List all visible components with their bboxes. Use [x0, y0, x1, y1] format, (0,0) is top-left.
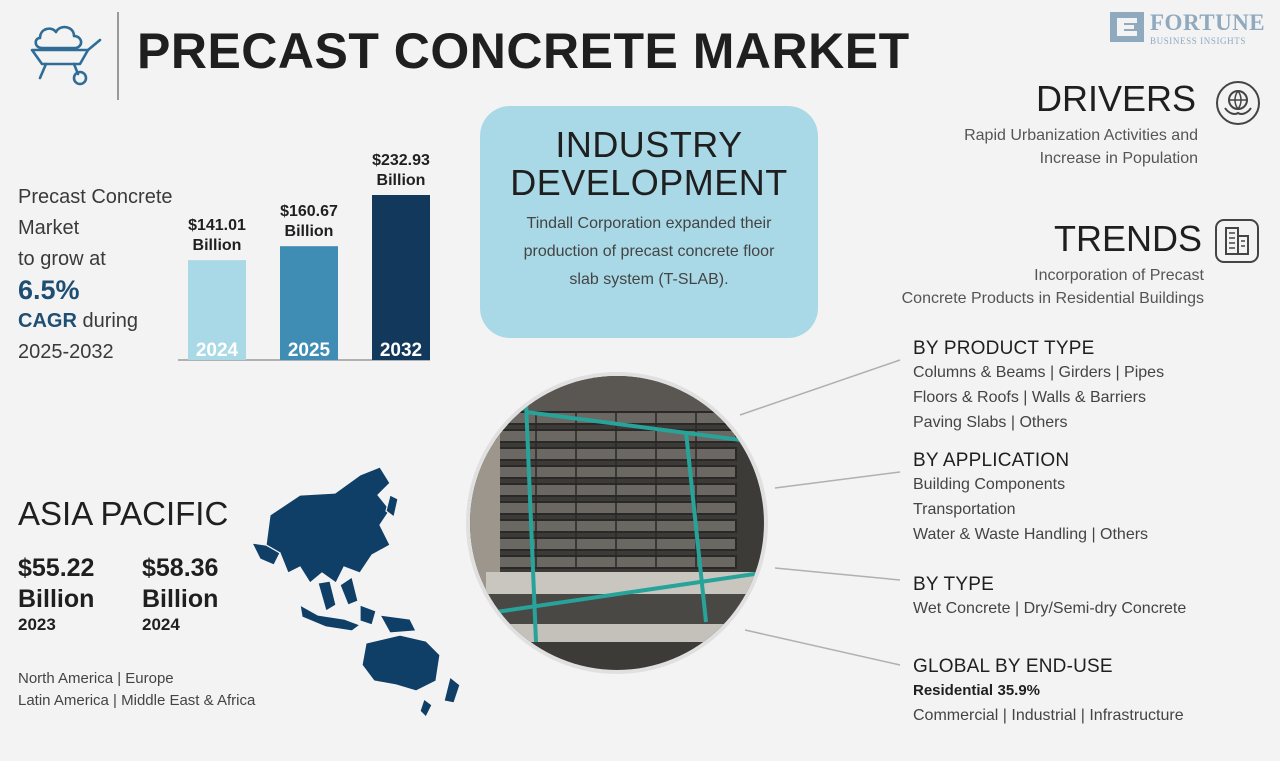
- segment-leader-lines: [739, 359, 901, 666]
- bar-unit-label: Billion: [285, 223, 334, 240]
- growth-line: to grow at: [18, 248, 106, 270]
- bar-unit-label: Billion: [193, 237, 242, 254]
- fortune-logo: FORTUNE BUSINESS INSIGHTS: [1110, 10, 1270, 50]
- segment-line: Water & Waste Handling | Others: [913, 526, 1149, 543]
- ap-value: $55.22: [18, 554, 95, 582]
- growth-line: Precast Concrete: [18, 186, 173, 208]
- segment-type: BY TYPE Wet Concrete | Dry/Semi-dry Conc…: [913, 574, 1186, 621]
- wheelbarrow-icon: [30, 25, 102, 86]
- ap-unit: Billion: [142, 585, 219, 613]
- segment-line: Floors & Roofs | Walls & Barriers: [913, 389, 1146, 406]
- cagr-line: CAGR during: [18, 306, 188, 337]
- drivers-line: Increase in Population: [1039, 150, 1198, 167]
- trends-line: Concrete Products in Residential Buildin…: [901, 290, 1204, 307]
- segment-line: Paving Slabs | Others: [913, 414, 1068, 431]
- industry-title-line: DEVELOPMENT: [510, 162, 788, 203]
- segment-end-use: GLOBAL BY END-USE Residential 35.9% Comm…: [913, 656, 1184, 728]
- ap-unit: Billion: [18, 585, 95, 613]
- bar-category-label: 2025: [288, 340, 331, 361]
- drivers-text: Rapid Urbanization Activities and Increa…: [868, 124, 1198, 170]
- regions-line: North America | Europe: [18, 670, 174, 687]
- industry-development-card: INDUSTRY DEVELOPMENT Tindall Corporation…: [480, 106, 818, 338]
- precast-slabs-photo: [466, 372, 768, 674]
- asia-pacific-title: ASIA PACIFIC: [18, 495, 229, 532]
- ap-year: 2023: [18, 615, 56, 634]
- segment-line: Building Components: [913, 476, 1066, 493]
- during-label: during: [76, 310, 139, 332]
- industry-title-line: INDUSTRY: [555, 124, 743, 165]
- forecast-period: 2025-2032: [18, 341, 114, 363]
- segment-line: Transportation: [913, 501, 1016, 518]
- ap-value: $58.36: [142, 554, 219, 582]
- regions-line: Latin America | Middle East & Africa: [18, 692, 256, 709]
- segment-line: Commercial | Industrial | Infrastructure: [913, 707, 1184, 724]
- asia-pacific-2024: $58.36 Billion 2024: [142, 553, 218, 635]
- asia-pacific-map: [250, 466, 461, 719]
- cagr-rate: 6.5%: [18, 275, 80, 305]
- bar-category-label: 2032: [380, 340, 422, 361]
- bar-category-label: 2024: [196, 340, 239, 361]
- bar-2025: [280, 246, 338, 360]
- globe-hands-icon: [1216, 81, 1260, 125]
- segment-product-type: BY PRODUCT TYPE Columns & Beams | Girder…: [913, 338, 1164, 435]
- segment-line: Wet Concrete | Dry/Semi-dry Concrete: [913, 600, 1187, 617]
- segment-title: BY APPLICATION: [913, 450, 1070, 471]
- trends-title: TRENDS: [1053, 218, 1202, 259]
- asia-pacific-2023: $55.22 Billion 2023: [18, 553, 94, 635]
- header-divider: [117, 12, 119, 100]
- bar-2024: [188, 260, 246, 360]
- segment-application: BY APPLICATION Building Components Trans…: [913, 450, 1148, 547]
- page-title: PRECAST CONCRETE MARKET: [137, 23, 910, 79]
- segment-title: BY TYPE: [913, 574, 994, 595]
- logo-subtitle: BUSINESS INSIGHTS: [1150, 36, 1246, 46]
- bar-value-label: $232.93: [372, 152, 430, 169]
- trends-line: Incorporation of Precast: [1034, 267, 1204, 284]
- ap-year: 2024: [142, 615, 180, 634]
- drivers-line: Rapid Urbanization Activities and: [964, 127, 1198, 144]
- logo-name: FORTUNE: [1150, 10, 1266, 35]
- industry-development-title: INDUSTRY DEVELOPMENT: [480, 126, 818, 202]
- buildings-icon: [1215, 219, 1259, 263]
- end-use-highlight-label: Residential: [913, 682, 994, 699]
- industry-development-text: Tindall Corporation expanded their produ…: [523, 215, 775, 288]
- segment-title: BY PRODUCT TYPE: [913, 338, 1095, 359]
- end-use-highlight: Residential 35.9%: [913, 678, 1184, 703]
- other-regions: North America | Europe Latin America | M…: [18, 668, 255, 712]
- bar-value-label: $160.67: [280, 203, 338, 220]
- end-use-highlight-value: 35.9%: [997, 682, 1041, 699]
- trends-text: Incorporation of Precast Concrete Produc…: [804, 264, 1204, 310]
- cagr-label: CAGR: [18, 310, 77, 332]
- market-size-bar-chart: 2024 $141.01 Billion 2025 $160.67 Billion 2032…: [178, 152, 430, 361]
- bar-2032: [372, 195, 430, 360]
- bar-unit-label: Billion: [377, 172, 426, 189]
- bar-value-label: $141.01: [188, 217, 246, 234]
- segment-title: GLOBAL BY END-USE: [913, 656, 1113, 677]
- growth-statement: Precast Concrete Market to grow at 6.5% …: [18, 182, 188, 368]
- segment-line: Columns & Beams | Girders | Pipes: [913, 364, 1165, 381]
- drivers-title: DRIVERS: [1035, 78, 1196, 119]
- growth-line: Market: [18, 217, 80, 239]
- logo-mark-icon: [1110, 12, 1144, 42]
